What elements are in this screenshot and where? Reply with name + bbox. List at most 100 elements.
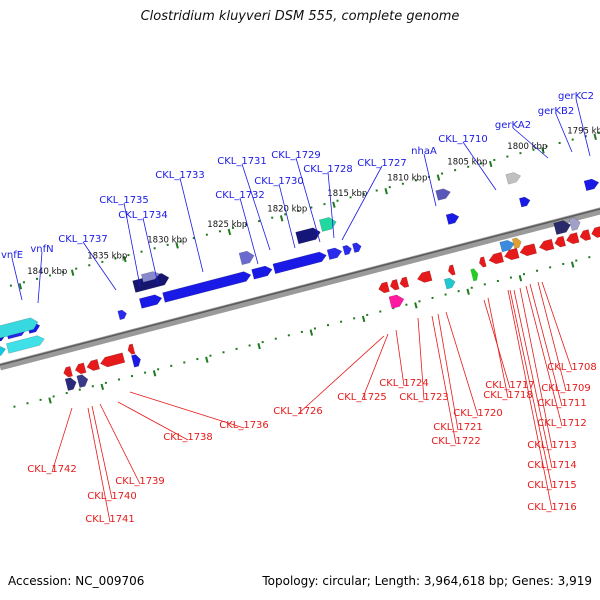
forward-tick-row bbox=[36, 277, 39, 280]
forward-tick-row bbox=[297, 209, 300, 212]
reverse-gene-label: CKL_1720 bbox=[453, 408, 503, 419]
forward-gene-label-leader bbox=[11, 257, 23, 301]
forward-gene-label-leader bbox=[241, 163, 271, 251]
forward-tick-row bbox=[153, 247, 156, 250]
feature-reverse bbox=[553, 220, 571, 235]
forward-gene-label: CKL_1731 bbox=[217, 156, 267, 167]
reverse-gene-label: CKL_1723 bbox=[399, 392, 449, 403]
reverse-gene-label: CKL_1718 bbox=[483, 390, 533, 401]
cds-reverse bbox=[378, 281, 390, 294]
forward-tick-row bbox=[88, 264, 91, 267]
reverse-gene-label: CKL_1713 bbox=[527, 440, 577, 451]
forward-tick-row bbox=[49, 274, 52, 277]
cds-forward bbox=[326, 247, 343, 260]
forward-tick-row bbox=[532, 148, 535, 151]
forward-gene-label: vnfE bbox=[1, 250, 23, 261]
reverse-tick-row bbox=[144, 371, 147, 374]
reverse-tick-row bbox=[39, 398, 42, 401]
forward-tick-row bbox=[192, 237, 195, 240]
scale-label: 1830 kbp bbox=[147, 236, 187, 246]
cds-reverse bbox=[416, 270, 433, 283]
cds-reverse bbox=[566, 232, 580, 245]
forward-gene-label: nhaA bbox=[411, 146, 437, 157]
cds-reverse bbox=[399, 276, 410, 288]
feature-reverse bbox=[470, 268, 479, 282]
forward-tick-row bbox=[388, 186, 391, 189]
feature-forward bbox=[140, 271, 161, 283]
forward-tick-row bbox=[454, 169, 457, 172]
cds-reverse bbox=[86, 358, 101, 371]
reverse-tick-row bbox=[431, 296, 434, 299]
forward-gene-label-leader bbox=[555, 113, 573, 153]
forward-tick-row bbox=[231, 226, 234, 229]
reverse-gene-label: CKL_1712 bbox=[537, 418, 587, 429]
feature-reverse bbox=[511, 237, 522, 249]
reverse-tick-row bbox=[444, 293, 447, 296]
feature-forward bbox=[318, 217, 337, 232]
scale-label: 1805 kbp bbox=[447, 158, 487, 168]
forward-tick-row bbox=[349, 196, 352, 199]
reverse-gene-label: CKL_1736 bbox=[219, 420, 269, 431]
scale-label: 1835 kbp bbox=[87, 251, 127, 261]
reverse-gene-label-leader bbox=[509, 289, 553, 489]
major-tick bbox=[414, 302, 418, 309]
forward-gene-label: CKL_1734 bbox=[118, 210, 168, 221]
forward-gene-label-leader bbox=[123, 202, 141, 287]
reverse-gene-label: CKL_1711 bbox=[537, 398, 587, 409]
forward-gene-label: CKL_1733 bbox=[155, 170, 205, 181]
reverse-tick-row bbox=[340, 320, 343, 323]
forward-tick-row bbox=[336, 199, 339, 202]
cds-forward bbox=[162, 271, 252, 303]
cds-reverse bbox=[100, 352, 126, 368]
forward-tick-row bbox=[571, 138, 574, 141]
forward-tick-row bbox=[205, 233, 208, 236]
major-tick bbox=[541, 147, 545, 154]
reverse-gene-label-leader bbox=[91, 405, 113, 500]
reverse-gene-label: CKL_1716 bbox=[527, 502, 577, 513]
reverse-tick-row bbox=[353, 317, 356, 320]
reverse-tick-row bbox=[536, 269, 539, 272]
forward-tick-row bbox=[467, 165, 470, 168]
major-tick bbox=[123, 255, 127, 263]
reverse-gene-label: CKL_1740 bbox=[87, 491, 137, 502]
forward-gene-label-leader bbox=[341, 165, 383, 241]
reverse-tick-row bbox=[509, 276, 512, 279]
reverse-tick-row bbox=[104, 381, 107, 384]
forward-gene-label-leader bbox=[278, 183, 296, 249]
reverse-gene-label-leader bbox=[99, 403, 141, 485]
map-title: Clostridium kluyveri DSM 555, complete g… bbox=[140, 9, 460, 24]
genome-backbone-edge bbox=[0, 208, 600, 366]
forward-gene-label: CKL_1737 bbox=[58, 234, 108, 245]
cds-reverse bbox=[504, 247, 520, 261]
forward-gene-label-leader bbox=[82, 241, 117, 291]
accession-label: Accession: NC_009706 bbox=[8, 574, 145, 588]
major-tick bbox=[257, 342, 261, 350]
reverse-tick-row bbox=[78, 388, 81, 391]
forward-tick-row bbox=[284, 213, 287, 216]
reverse-tick-row bbox=[418, 300, 421, 303]
feature-reverse bbox=[499, 239, 515, 253]
reverse-gene-label: CKL_1725 bbox=[337, 392, 387, 403]
reverse-gene-label-leader bbox=[297, 335, 385, 415]
reverse-tick-row bbox=[261, 341, 264, 344]
forward-gene-label: CKL_1728 bbox=[303, 164, 353, 175]
cds-reverse bbox=[389, 279, 400, 291]
forward-tick-row bbox=[493, 158, 496, 161]
forward-gene-label: CKL_1727 bbox=[357, 158, 407, 169]
major-tick bbox=[332, 201, 336, 208]
forward-tick-row bbox=[519, 152, 522, 155]
cds-reverse bbox=[127, 343, 136, 355]
scale-label: 1815 kbp bbox=[327, 189, 367, 199]
feature-reverse bbox=[131, 354, 141, 368]
reverse-gene-label-leader bbox=[117, 401, 189, 441]
forward-tick-row bbox=[114, 257, 117, 260]
cds-forward bbox=[117, 309, 127, 321]
reverse-tick-row bbox=[327, 324, 330, 327]
major-tick bbox=[593, 133, 597, 140]
reverse-tick-row bbox=[52, 395, 55, 398]
major-tick bbox=[466, 288, 470, 295]
forward-tick-row bbox=[545, 145, 548, 148]
scale-label: 1825 kbp bbox=[207, 220, 247, 230]
major-tick bbox=[309, 329, 314, 336]
forward-gene-label-leader bbox=[512, 127, 549, 159]
